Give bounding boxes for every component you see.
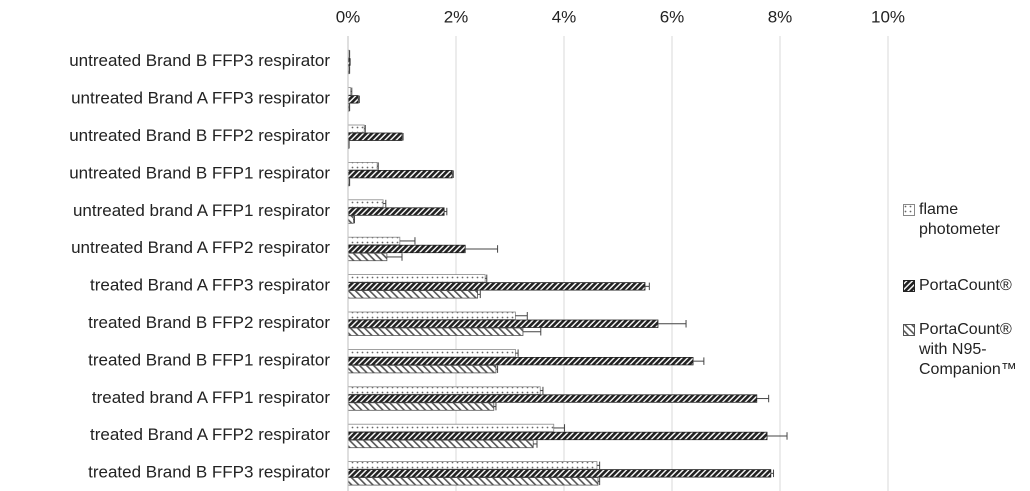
- category-label: treated Brand B FFP3 respirator: [88, 463, 330, 482]
- x-tick-label: 0%: [336, 7, 361, 26]
- x-tick-label: 6%: [660, 7, 685, 26]
- error-bar: [485, 274, 488, 283]
- error-bar: [756, 394, 770, 403]
- category-label: treated Brand B FFP2 respirator: [88, 313, 330, 332]
- error-bar: [402, 133, 404, 141]
- error-bar: [377, 162, 379, 170]
- category-label: treated Brand B FFP1 respirator: [88, 350, 330, 369]
- error-bar: [770, 469, 775, 478]
- legend-swatch: [903, 324, 915, 336]
- bar: [347, 252, 388, 262]
- legend-swatch-box: [903, 280, 915, 292]
- error-bar: [349, 178, 351, 186]
- category-label: treated brand A FFP1 respirator: [92, 388, 330, 407]
- x-tick-label: 8%: [768, 7, 793, 26]
- error-bar: [349, 50, 351, 58]
- error-bar: [353, 215, 355, 224]
- bar: [347, 461, 598, 470]
- error-bar: [553, 424, 566, 432]
- bar: [347, 282, 646, 291]
- error-bar: [349, 103, 351, 112]
- error-bar: [350, 87, 353, 96]
- bar: [347, 394, 758, 403]
- error-bar: [399, 237, 416, 245]
- bar: [347, 423, 555, 433]
- error-bar: [515, 349, 519, 357]
- bar: [347, 402, 495, 411]
- x-tick-label: 10%: [871, 7, 905, 26]
- bar: [347, 199, 384, 208]
- error-bar: [444, 207, 448, 216]
- error-bar: [383, 199, 387, 208]
- bar: [347, 319, 659, 328]
- legend-entry: PortaCount®: [903, 276, 1028, 296]
- bar: [347, 469, 772, 478]
- x-tick-label: 4%: [552, 7, 577, 26]
- bar: [347, 431, 768, 441]
- error-bar: [349, 58, 351, 66]
- bar: [347, 290, 479, 299]
- bar: [347, 364, 497, 374]
- bar: [347, 215, 354, 224]
- bar: [347, 161, 378, 171]
- legend-label: flame photometer: [919, 201, 1000, 238]
- error-bar: [452, 170, 454, 178]
- legend-entry: PortaCount® with N95-Companion™: [903, 320, 1028, 380]
- error-bar: [515, 312, 528, 320]
- category-label: untreated Brand B FFP3 respirator: [69, 51, 330, 70]
- legend-label: PortaCount®: [919, 277, 1012, 294]
- bar: [347, 386, 541, 395]
- error-bar: [364, 125, 366, 133]
- x-tick-label: 2%: [444, 7, 469, 26]
- bar: [347, 439, 534, 449]
- error-bar: [477, 290, 481, 299]
- category-label: untreated Brand A FFP2 respirator: [71, 238, 330, 257]
- legend-swatch-box: [903, 204, 915, 216]
- error-bar: [598, 477, 601, 486]
- category-label: untreated Brand B FFP2 respirator: [69, 126, 330, 145]
- bar: [347, 207, 445, 216]
- legend-swatch: [903, 204, 915, 216]
- bar: [347, 477, 599, 486]
- bar: [347, 124, 365, 133]
- error-bar: [349, 66, 351, 74]
- bar: [347, 311, 516, 320]
- error-bar: [348, 141, 350, 149]
- legend-swatch-box: [903, 324, 915, 336]
- bar: [347, 356, 694, 366]
- bar: [347, 169, 453, 179]
- bar: [347, 348, 516, 358]
- category-label: untreated brand A FFP1 respirator: [73, 201, 330, 220]
- category-label: untreated Brand B FFP1 respirator: [69, 163, 330, 182]
- error-bar: [533, 440, 538, 448]
- bar: [347, 95, 359, 104]
- category-label: treated Brand A FFP2 respirator: [90, 425, 330, 444]
- legend-swatch: [903, 280, 915, 292]
- error-bar: [522, 328, 542, 336]
- error-bar: [767, 432, 788, 440]
- legend-entry: flame photometer: [903, 200, 1028, 240]
- bar: [347, 132, 403, 141]
- error-bar: [540, 386, 544, 395]
- bar: [347, 244, 466, 254]
- error-bar: [358, 95, 360, 104]
- error-bar: [596, 461, 601, 470]
- category-label: untreated Brand A FFP3 respirator: [71, 89, 330, 108]
- error-bar: [465, 245, 499, 253]
- legend-label: PortaCount® with N95-Companion™: [919, 321, 1017, 378]
- bar: [347, 327, 524, 336]
- bar: [347, 274, 486, 283]
- error-bar: [693, 357, 705, 365]
- category-label: treated Brand A FFP3 respirator: [90, 276, 330, 295]
- error-bar: [645, 282, 650, 291]
- error-bar: [495, 365, 499, 373]
- error-bar: [493, 402, 497, 411]
- error-bar: [657, 320, 687, 328]
- error-bar: [386, 253, 403, 261]
- bar: [347, 236, 401, 246]
